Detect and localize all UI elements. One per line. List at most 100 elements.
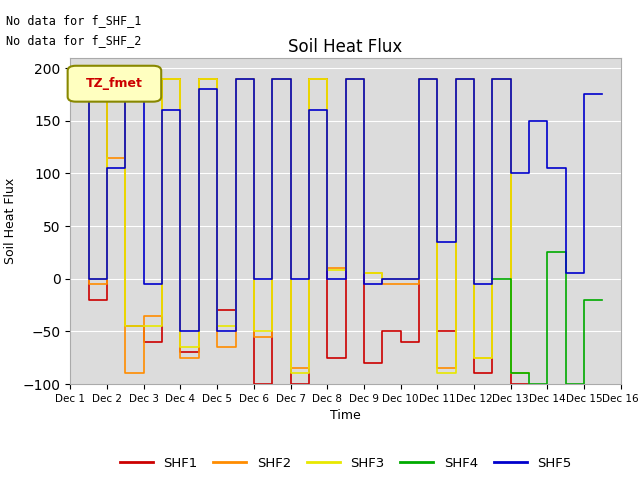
SHF3 <box>415 276 423 282</box>
SHF2 <box>507 76 515 82</box>
SHF2 <box>250 76 258 82</box>
SHF1 <box>507 76 515 82</box>
SHF2 <box>268 334 276 339</box>
SHF2 <box>122 155 129 160</box>
SHF1 <box>140 323 148 329</box>
SHF2 <box>195 355 203 360</box>
SHF4 <box>580 297 588 303</box>
Line: SHF2: SHF2 <box>70 79 529 373</box>
SHF2 <box>360 271 368 276</box>
Line: SHF4: SHF4 <box>492 252 602 384</box>
SHF3 <box>158 323 166 329</box>
SHF5 <box>525 170 533 176</box>
SHF3 <box>470 355 478 360</box>
SHF1 <box>305 381 313 387</box>
SHF3 <box>287 371 294 376</box>
SHF3 <box>305 76 313 82</box>
SHF2 <box>305 365 313 371</box>
SHF1 <box>122 76 129 82</box>
SHF2 <box>415 76 423 82</box>
SHF1 <box>525 381 533 387</box>
SHF5 <box>598 92 606 97</box>
SHF1 <box>287 76 294 82</box>
SHF4 <box>507 276 515 282</box>
SHF2 <box>507 371 515 376</box>
SHF3 <box>378 271 386 276</box>
SHF3 <box>195 344 203 350</box>
SHF1 <box>342 76 349 82</box>
SHF1 <box>103 76 111 82</box>
SHF1 <box>213 307 221 313</box>
SHF5 <box>195 86 203 92</box>
SHF1 <box>360 76 368 82</box>
SHF2 <box>232 76 239 82</box>
SHF2 <box>85 281 93 287</box>
SHF3 <box>342 267 349 273</box>
SHF1 <box>360 360 368 366</box>
SHF3 <box>103 276 111 282</box>
SHF3 <box>67 76 74 82</box>
SHF2 <box>158 312 166 318</box>
SHF3 <box>140 323 148 329</box>
SHF2 <box>140 371 148 376</box>
SHF3 <box>452 371 460 376</box>
SHF3 <box>305 371 313 376</box>
SHF3 <box>507 76 515 82</box>
SHF2 <box>177 355 184 360</box>
SHF3 <box>488 76 496 82</box>
SHF3 <box>195 76 203 82</box>
SHF1 <box>268 381 276 387</box>
SHF3 <box>213 76 221 82</box>
SHF4 <box>562 381 570 387</box>
SHF1 <box>177 349 184 355</box>
SHF1 <box>470 371 478 376</box>
SHF4 <box>543 250 551 255</box>
SHF2 <box>268 76 276 82</box>
SHF2 <box>360 76 368 82</box>
SHF1 <box>268 76 276 82</box>
SHF3 <box>433 371 441 376</box>
SHF3 <box>85 276 93 282</box>
SHF4 <box>562 250 570 255</box>
SHF1 <box>195 349 203 355</box>
SHF1 <box>342 355 349 360</box>
SHF2 <box>452 76 460 82</box>
SHF3 <box>342 76 349 82</box>
SHF3 <box>323 76 331 82</box>
SHF2 <box>103 155 111 160</box>
SHF2 <box>488 76 496 82</box>
SHF1 <box>232 76 239 82</box>
SHF1 <box>195 76 203 82</box>
SHF3 <box>433 76 441 82</box>
SHF5 <box>177 328 184 334</box>
SHF4 <box>598 297 606 303</box>
SHF2 <box>415 281 423 287</box>
SHF3 <box>122 323 129 329</box>
SHF1 <box>323 355 331 360</box>
SHF2 <box>525 371 533 376</box>
X-axis label: Time: Time <box>330 409 361 422</box>
SHF4 <box>543 381 551 387</box>
SHF1 <box>250 76 258 82</box>
SHF3 <box>488 355 496 360</box>
SHF1 <box>103 297 111 303</box>
SHF3 <box>470 76 478 82</box>
SHF2 <box>140 312 148 318</box>
SHF2 <box>433 76 441 82</box>
SHF5 <box>470 76 478 82</box>
Line: SHF1: SHF1 <box>70 79 529 384</box>
SHF1 <box>177 76 184 82</box>
SHF1 <box>378 360 386 366</box>
SHF1 <box>287 381 294 387</box>
Line: SHF3: SHF3 <box>70 79 529 373</box>
Title: Soil Heat Flux: Soil Heat Flux <box>289 38 403 56</box>
SHF3 <box>158 76 166 82</box>
SHF2 <box>232 344 239 350</box>
SHF3 <box>250 328 258 334</box>
SHF1 <box>488 76 496 82</box>
SHF3 <box>378 276 386 282</box>
SHF4 <box>525 381 533 387</box>
SHF3 <box>250 76 258 82</box>
SHF3 <box>507 371 515 376</box>
SHF2 <box>470 355 478 360</box>
